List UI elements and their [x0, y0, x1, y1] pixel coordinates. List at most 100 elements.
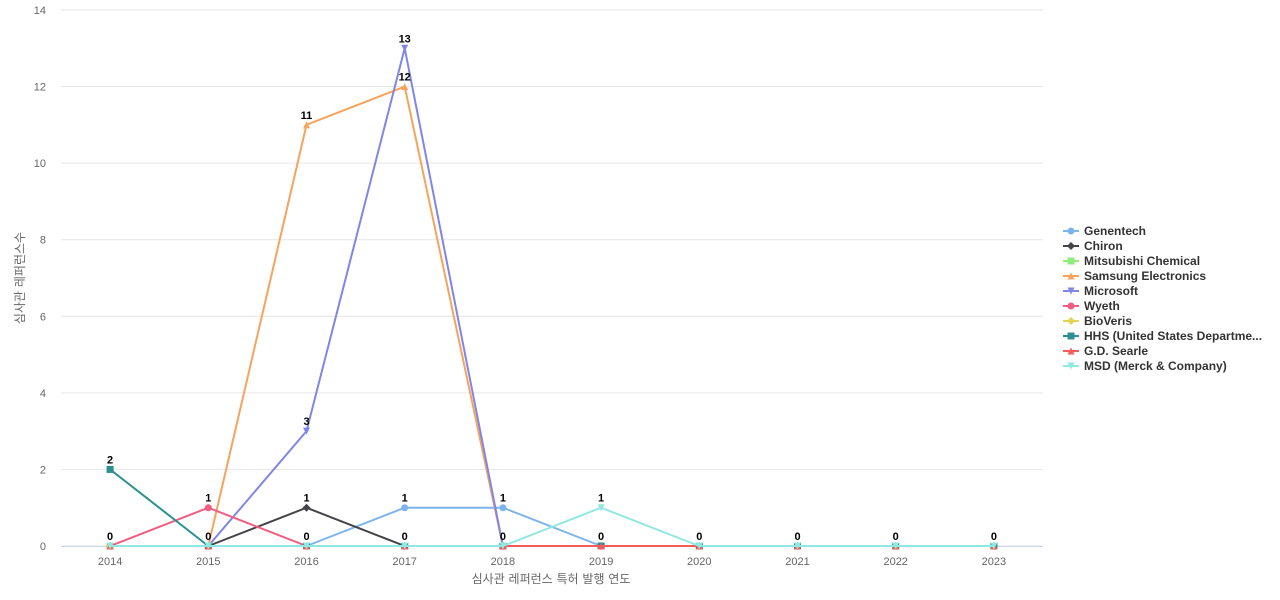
data-label: 0 — [794, 531, 800, 543]
data-point — [401, 83, 409, 91]
y-tick-label: 0 — [40, 541, 46, 553]
legend-marker — [1067, 347, 1075, 355]
x-tick-label: 2018 — [491, 556, 515, 568]
legend-marker — [1067, 302, 1075, 310]
legend-marker — [1067, 242, 1075, 250]
data-point — [401, 504, 409, 512]
data-label: 0 — [107, 531, 113, 543]
legend-item[interactable]: Samsung Electronics — [1063, 269, 1206, 283]
data-point — [401, 44, 409, 52]
legend-item[interactable]: Wyeth — [1063, 299, 1120, 313]
series-lines — [106, 44, 998, 550]
data-point — [892, 542, 900, 550]
legend-item[interactable]: G.D. Searle — [1063, 344, 1148, 358]
y-tick-label: 2 — [40, 464, 46, 476]
x-tick-label: 2016 — [294, 556, 318, 568]
grid-lines — [61, 9, 1043, 547]
data-label: 12 — [399, 72, 411, 84]
data-point — [499, 542, 507, 550]
y-tick-label: 8 — [40, 235, 46, 247]
data-point — [204, 542, 212, 550]
data-point — [695, 542, 703, 550]
x-tick-label: 2015 — [196, 556, 220, 568]
legend-label: Wyeth — [1084, 299, 1120, 313]
y-axis: 0 2 4 6 8 10 12 14 — [34, 5, 46, 553]
legend-label: BioVeris — [1084, 314, 1132, 328]
legend-item[interactable]: HHS (United States Departme... — [1063, 329, 1262, 343]
y-tick-label: 10 — [34, 158, 46, 170]
legend-label: Mitsubishi Chemical — [1084, 254, 1200, 268]
legend-marker — [1067, 362, 1075, 370]
x-tick-label: 2017 — [392, 556, 416, 568]
legend-label: Genentech — [1084, 224, 1146, 238]
x-tick-label: 2014 — [98, 556, 122, 568]
x-tick-label: 2023 — [982, 556, 1006, 568]
series-4 — [106, 44, 998, 550]
data-label: 0 — [991, 531, 997, 543]
data-label: 3 — [303, 416, 309, 428]
data-point — [302, 503, 311, 512]
legend-marker — [1067, 272, 1075, 280]
legend-label: Chiron — [1084, 239, 1123, 253]
data-point — [204, 504, 212, 512]
data-point — [303, 542, 310, 550]
legend-label: MSD (Merck & Company) — [1084, 359, 1227, 373]
series-line — [110, 47, 994, 547]
x-tick-label: 2022 — [883, 556, 907, 568]
data-label: 2 — [107, 454, 113, 466]
data-point — [499, 504, 507, 512]
data-point — [303, 427, 310, 435]
legend-marker — [1067, 227, 1075, 235]
data-point — [303, 121, 310, 129]
data-label: 1 — [402, 493, 408, 505]
data-label: 0 — [402, 531, 408, 543]
data-label: 1 — [500, 493, 506, 505]
data-point — [106, 465, 114, 473]
y-tick-label: 4 — [40, 388, 46, 400]
data-label: 0 — [598, 531, 604, 543]
y-tick-label: 14 — [34, 5, 46, 17]
data-point — [597, 542, 605, 550]
legend-marker — [1067, 287, 1075, 295]
legend-marker — [1067, 257, 1075, 265]
legend-item[interactable]: BioVeris — [1063, 314, 1132, 328]
legend-label: Samsung Electronics — [1084, 269, 1206, 283]
data-label: 0 — [303, 531, 309, 543]
data-labels: 2 0 1 0 11 3 1 0 13 12 1 0 1 0 1 0 0 0 0 0 — [107, 33, 997, 543]
legend-item[interactable]: Genentech — [1063, 224, 1146, 238]
x-tick-label: 2021 — [785, 556, 809, 568]
series-9 — [106, 504, 998, 550]
legend-label: G.D. Searle — [1084, 344, 1148, 358]
x-tick-label: 2019 — [589, 556, 613, 568]
legend-item[interactable]: Chiron — [1063, 239, 1123, 253]
data-point — [597, 504, 605, 512]
data-label: 0 — [893, 531, 899, 543]
legend-item[interactable]: MSD (Merck & Company) — [1063, 359, 1227, 373]
data-label: 11 — [301, 110, 313, 122]
data-label: 1 — [303, 493, 309, 505]
data-point — [401, 542, 409, 550]
data-point — [990, 542, 998, 550]
series-line — [109, 468, 994, 547]
legend-item[interactable]: Microsoft — [1063, 284, 1138, 298]
data-label: 13 — [399, 33, 411, 45]
data-label: 1 — [205, 493, 211, 505]
y-axis-title: 심사관 레퍼런스수 — [13, 232, 27, 324]
legend-marker — [1067, 317, 1075, 325]
y-tick-label: 6 — [40, 311, 46, 323]
x-tick-label: 2020 — [687, 556, 711, 568]
legend-marker — [1067, 332, 1075, 340]
x-axis-title: 심사관 레퍼런스 특허 발행 연도 — [472, 571, 631, 586]
legend-item[interactable]: Mitsubishi Chemical — [1063, 254, 1200, 268]
data-label: 0 — [205, 531, 211, 543]
legend-label: Microsoft — [1084, 284, 1138, 298]
data-label: 0 — [500, 531, 506, 543]
legend-label: HHS (United States Departme... — [1084, 329, 1262, 343]
series-line — [110, 506, 994, 547]
data-label: 0 — [696, 531, 702, 543]
y-tick-label: 12 — [34, 82, 46, 94]
data-label: 1 — [598, 493, 604, 505]
